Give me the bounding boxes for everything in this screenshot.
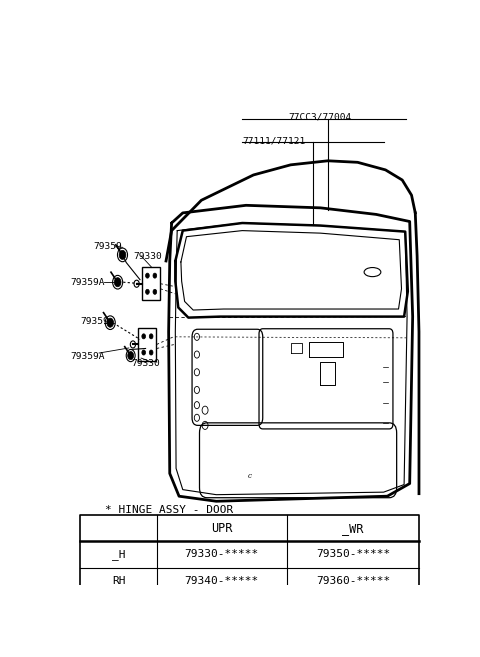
Circle shape — [107, 318, 114, 327]
Text: 79330: 79330 — [132, 359, 160, 368]
Text: c: c — [248, 472, 252, 480]
Circle shape — [149, 334, 153, 339]
Circle shape — [153, 273, 157, 278]
Text: 79359: 79359 — [81, 317, 109, 326]
Circle shape — [149, 350, 153, 355]
FancyBboxPatch shape — [139, 328, 156, 361]
Text: 77CC3/77004: 77CC3/77004 — [289, 112, 352, 122]
Text: _WR: _WR — [342, 522, 364, 535]
Circle shape — [142, 350, 145, 355]
Text: 79340-*****: 79340-***** — [185, 576, 259, 585]
Text: _H: _H — [112, 549, 125, 560]
Text: 79330-*****: 79330-***** — [185, 549, 259, 559]
Text: 79359A: 79359A — [71, 278, 105, 286]
Circle shape — [142, 334, 145, 339]
Text: 79350-*****: 79350-***** — [316, 549, 390, 559]
Circle shape — [145, 273, 149, 278]
Text: 79359: 79359 — [94, 242, 122, 251]
Circle shape — [128, 351, 133, 359]
Circle shape — [153, 289, 157, 294]
Text: * HINGE ASSY - DOOR: * HINGE ASSY - DOOR — [105, 505, 233, 515]
Text: 77111/77121: 77111/77121 — [242, 136, 306, 145]
FancyBboxPatch shape — [142, 267, 160, 300]
Circle shape — [119, 250, 126, 260]
Ellipse shape — [364, 267, 381, 277]
Text: UPR: UPR — [211, 522, 232, 535]
Text: RH: RH — [112, 576, 125, 585]
Circle shape — [114, 278, 121, 286]
Circle shape — [145, 289, 149, 294]
Text: 79330: 79330 — [133, 252, 162, 261]
Text: 79360-*****: 79360-***** — [316, 576, 390, 585]
Text: 79359A: 79359A — [71, 351, 105, 361]
